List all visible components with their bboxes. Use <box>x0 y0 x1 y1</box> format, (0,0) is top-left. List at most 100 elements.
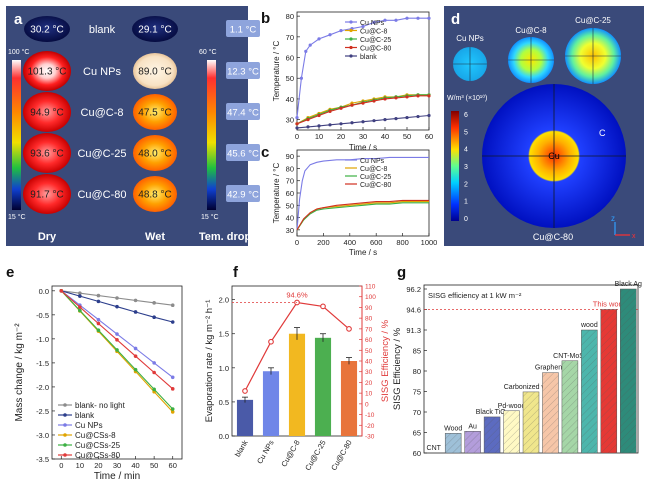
sim-inner-cu: Cu <box>548 151 560 161</box>
y2tick-f-30: 30 <box>365 369 373 376</box>
y2tick-f--30: -30 <box>365 434 375 441</box>
drop-box-cu-nps <box>226 62 260 79</box>
xlabel-e: Time / min <box>94 471 140 482</box>
row-label-cu-c-8: Cu@C-8 <box>81 107 124 119</box>
point-e-cu-css-80-4 <box>133 354 138 358</box>
point-e-blank-1 <box>78 294 82 298</box>
wet-sample-cu-nps <box>133 53 177 89</box>
sim-tick-0: 0 <box>464 216 468 223</box>
ytick-g-65: 65 <box>413 429 421 438</box>
col-label-dry: Dry <box>38 231 57 243</box>
point-e-cu-css-80-0 <box>59 289 64 293</box>
ytick-e--3.5: -3.5 <box>36 455 49 464</box>
point-e-cu-css-80-6 <box>170 387 175 391</box>
bar-label-g-au: Au <box>468 423 477 430</box>
efficiency-point-f-cu-c-80 <box>346 326 352 332</box>
point-b-cu-c-80-6 <box>361 101 365 105</box>
xtick-c-400: 400 <box>344 238 357 247</box>
point-e-cu-nps-3 <box>115 332 119 336</box>
row-label-cu-c-80: Cu@C-80 <box>77 189 126 201</box>
y2tick-f-80: 80 <box>365 316 373 323</box>
legend-marker-e-cu-nps <box>63 423 67 427</box>
drop-box-cu-c-25 <box>226 144 260 161</box>
point-b-blank-3 <box>328 123 332 127</box>
dry-temp-cu-c-25: 93.6 °C <box>30 149 63 160</box>
y2tick-f-60: 60 <box>365 337 373 344</box>
bar-label-g-carbonized-wood: Carbonized wood <box>504 384 559 391</box>
sim-tick-5: 5 <box>464 129 468 136</box>
bar-hatch-g-pd-wood <box>503 410 520 453</box>
ytick-c-70: 70 <box>286 177 294 186</box>
point-b-cu-nps-9 <box>372 20 376 24</box>
wet-temp-cu-c-80: 48.8 °C <box>138 190 171 201</box>
point-e-blank-2 <box>96 299 101 304</box>
category-f-cu-c-25: Cu@C-25 <box>303 439 328 472</box>
series-line-b-cu-c-25 <box>296 94 429 125</box>
point-b-cu-c-80-11 <box>416 94 420 98</box>
point-e-blank-no-light-5 <box>152 301 156 305</box>
ytick-g-80: 80 <box>413 367 421 376</box>
wet-temp-cu-c-8: 47.5 °C <box>138 108 171 119</box>
drop-value-cu-c-80: 42.9 °C <box>227 190 259 201</box>
point-b-blank-8 <box>383 118 387 122</box>
legend-label-c-cu-nps: Cu NPs <box>360 158 385 165</box>
legend-marker-e-cu-css-25 <box>63 443 67 447</box>
point-b-cu-c-80-1 <box>306 118 310 122</box>
chart-g: 60 65 70 75 80 85 91.3 94.6 96.2 CNT Wood Au Black T… <box>392 264 642 458</box>
xtick-b-40: 40 <box>381 132 389 141</box>
xtick-c-1000: 1000 <box>421 238 438 247</box>
point-b-cu-c-80-10 <box>405 95 409 99</box>
legend-label-b-cu-c-8: Cu@C-8 <box>360 29 387 36</box>
y2tick-f-0: 0 <box>365 401 369 408</box>
point-e-blank-4 <box>133 310 138 314</box>
bar-hatch-g-wood <box>581 330 598 453</box>
point-b-blank-11 <box>416 114 420 119</box>
xtick-b-20: 20 <box>337 132 345 141</box>
point-e-blank-no-light-1 <box>78 291 82 296</box>
ytick-f-1.5: 1.5 <box>219 330 229 339</box>
scale-right-max: 60 °C <box>199 48 217 56</box>
point-b-blank-12 <box>427 113 431 118</box>
category-f-cu-c-80: Cu@C-80 <box>329 439 354 472</box>
xtick-b-0: 0 <box>295 132 299 141</box>
category-f-blank: blank <box>233 438 250 458</box>
ytick-e-0.0: 0.0 <box>39 287 49 296</box>
legend-label-c-cu-c-25: Cu@C-25 <box>360 174 391 181</box>
point-b-cu-c-80-5 <box>350 103 354 107</box>
point-e-cu-css-25-5 <box>152 387 156 392</box>
wet-temp-cu-nps: 89.0 °C <box>138 67 171 78</box>
point-b-cu-c-80-9 <box>394 96 398 100</box>
ytick-b-70: 70 <box>286 33 294 42</box>
sim-unit: W/m³ (×10¹⁰) <box>447 94 487 102</box>
point-e-cu-css-80-3 <box>115 338 119 342</box>
legend-label-e-blank-no-light: blank- no light <box>75 401 126 410</box>
legend-marker-e-blank-no-light <box>63 403 67 407</box>
drop-box-cu-c-80 <box>226 185 260 202</box>
chart-e: 0 10 20 30 40 50 60 0.0 -0.5 -1.0 -1.5 -2.0 -2.5 -3.0… <box>6 264 183 482</box>
point-e-cu-css-25-4 <box>133 367 138 372</box>
drop-value-cu-nps: 12.3 °C <box>227 67 259 78</box>
legend-marker-b-cu-c-80 <box>349 45 353 50</box>
ytick-c-60: 60 <box>286 189 294 198</box>
ylabel-c: Temperature / °C <box>272 163 281 224</box>
wet-sample-blank <box>132 16 178 42</box>
ytick-b-80: 80 <box>286 12 294 21</box>
sim-colorbar <box>451 111 459 221</box>
wet-sample-cu-c-25 <box>133 135 177 171</box>
xlabel-b: Time / s <box>349 143 377 152</box>
point-e-cu-nps-5 <box>152 361 156 365</box>
point-b-cu-nps-6 <box>339 29 343 33</box>
legend-marker-e-blank <box>63 413 67 417</box>
drop-box-cu-c-8 <box>226 103 260 120</box>
point-e-cu-css-8-6 <box>170 410 175 414</box>
sim-tick-6: 6 <box>464 112 468 119</box>
xtick-c-800: 800 <box>396 238 409 247</box>
ytick-g-85: 85 <box>413 347 421 356</box>
point-b-cu-c-80-2 <box>317 113 321 118</box>
panel-label-e: e <box>6 264 14 281</box>
sim-label-cu-c-8: Cu@C-8 <box>515 26 547 35</box>
dry-temp-cu-c-8: 94.9 °C <box>30 108 63 119</box>
legend-label-e-cu-nps: Cu NPs <box>75 421 103 430</box>
bar-hatch-g-cnt-mos <box>561 360 578 453</box>
xtick-e-40: 40 <box>131 461 139 470</box>
